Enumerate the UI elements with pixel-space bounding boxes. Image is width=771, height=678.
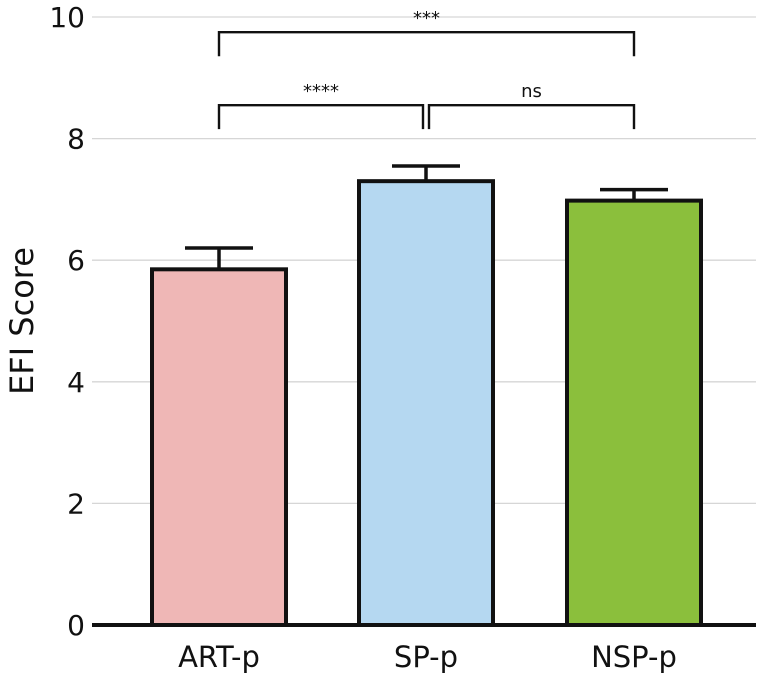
significance-label: *** — [413, 8, 440, 29]
y-tick-label: 4 — [67, 366, 85, 399]
x-category-label: NSP-p — [591, 640, 677, 674]
significance-bracket — [427, 103, 636, 130]
bar-nsp-p — [565, 198, 703, 627]
y-tick-label: 0 — [67, 609, 85, 642]
y-axis-title: EFI Score — [3, 247, 41, 395]
bars — [150, 179, 703, 627]
significance-brackets: ******* ns — [217, 8, 636, 130]
significance-label: ns — [521, 81, 542, 102]
error-bar — [600, 187, 668, 201]
significance-bracket — [217, 31, 636, 57]
y-tick-label: 10 — [49, 1, 85, 34]
y-tick-label: 6 — [67, 244, 85, 277]
significance-label: **** — [303, 81, 339, 102]
error-bars — [185, 164, 668, 270]
error-bar — [185, 246, 253, 270]
y-tick-label: 2 — [67, 487, 85, 520]
bar-art-p — [150, 267, 288, 627]
x-category-label: SP-p — [394, 640, 458, 674]
significance-bracket — [217, 103, 425, 130]
y-tick-label: 8 — [67, 123, 85, 156]
y-axis-ticks: 0 2 4 6 8 10 — [49, 1, 85, 642]
error-bar — [392, 164, 460, 182]
bar-sp-p — [357, 179, 495, 627]
x-axis-labels: ART-p SP-p NSP-p — [178, 640, 677, 674]
x-category-label: ART-p — [178, 640, 260, 674]
